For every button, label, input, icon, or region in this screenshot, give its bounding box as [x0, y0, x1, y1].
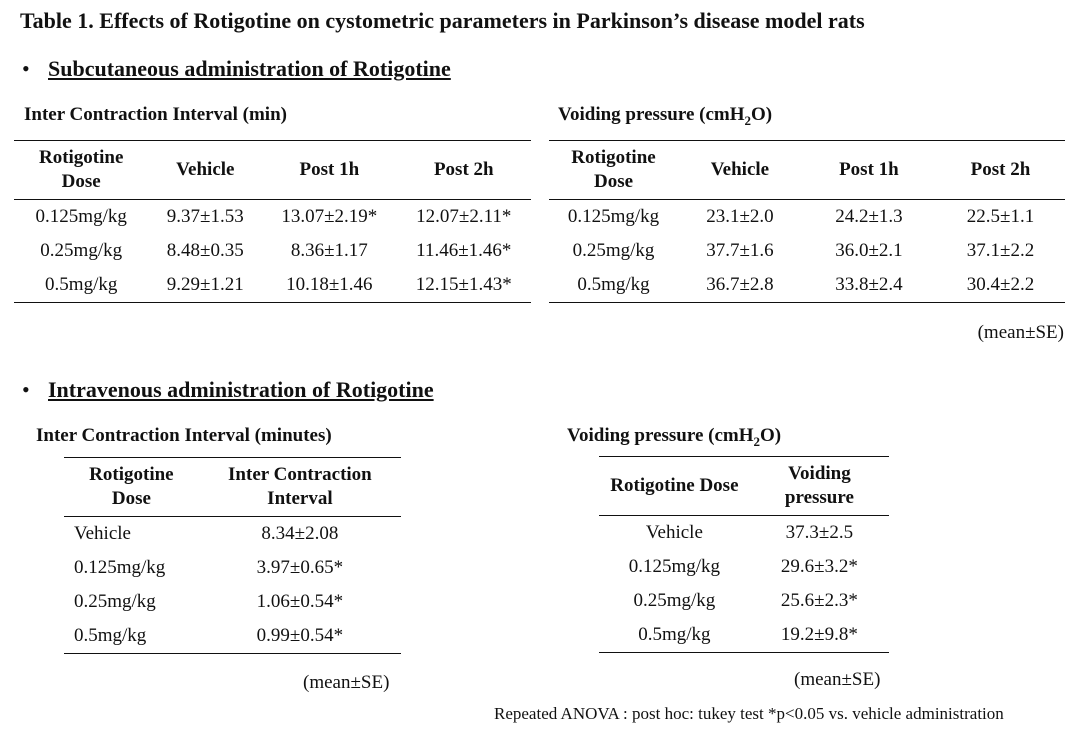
- bullet-icon: •: [22, 56, 30, 81]
- table-row: 0.25mg/kg 8.48±0.35 8.36±1.17 11.46±1.46*: [14, 234, 531, 268]
- table-caption-vp-sc: Voiding pressure (cmH2O): [558, 104, 772, 129]
- value-cell: 37.3±2.5: [785, 522, 854, 543]
- value-cell: 36.7±2.8: [678, 268, 802, 303]
- mean-se-note-sc: (mean±SE): [977, 322, 1064, 343]
- table-header-row: Rotigotine Dose Inter Contraction Interva…: [64, 457, 401, 517]
- row-label-cell: 0.125mg/kg: [628, 556, 721, 577]
- caption-text: Voiding pressure (cmH: [567, 425, 754, 446]
- column-header: Vehicle: [148, 140, 263, 200]
- table-row: 0.5mg/kg 0.99±0.54*: [64, 619, 401, 654]
- value-cell: 24.2±1.3: [835, 206, 903, 227]
- column-header: Vehicle: [678, 140, 802, 200]
- section-heading-subcutaneous: • Subcutaneous administration of Rotigoti…: [22, 56, 451, 82]
- value-cell: 8.36±1.17: [290, 240, 368, 261]
- caption-subscript: 2: [744, 112, 752, 128]
- value-cell: 19.2±9.8*: [749, 618, 889, 653]
- column-header: Post 2h: [935, 140, 1065, 200]
- value-cell: 9.29±1.21: [148, 268, 263, 303]
- table-row: Vehicle 8.34±2.08: [64, 517, 401, 552]
- column-header: Voiding pressure: [749, 456, 889, 516]
- caption-text: Voiding pressure (cmH: [558, 104, 745, 125]
- section-heading-text: Subcutaneous administration of Rotigotin…: [48, 56, 451, 81]
- table-ici-intravenous: Rotigotine Dose Inter Contraction Interva…: [64, 457, 401, 654]
- column-header: Post 2h: [396, 140, 531, 200]
- row-label-cell: 0.125mg/kg: [567, 206, 660, 227]
- table-row: 0.5mg/kg 36.7±2.8 33.8±2.4 30.4±2.2: [549, 268, 1065, 303]
- table-row: 0.125mg/kg 29.6±3.2*: [599, 550, 889, 584]
- table-vp-intravenous: Rotigotine Dose Voiding pressure Vehicle 3…: [599, 456, 889, 653]
- value-cell: 13.07±2.19*: [281, 206, 378, 227]
- table-header-row: Rotigotine Dose Voiding pressure: [599, 456, 889, 516]
- table-row: 0.5mg/kg 19.2±9.8*: [599, 618, 889, 653]
- row-label-cell: 0.25mg/kg: [633, 590, 716, 611]
- table-header-row: Rotigotine Dose Vehicle Post 1h Post 2h: [14, 140, 531, 200]
- row-label-cell: 0.25mg/kg: [40, 240, 123, 261]
- row-label-cell: 0.125mg/kg: [74, 557, 166, 578]
- value-cell: 23.1±2.0: [706, 206, 774, 227]
- value-cell: 29.6±3.2*: [780, 556, 858, 577]
- value-cell: 30.4±2.2: [935, 268, 1065, 303]
- table-row: 0.125mg/kg 23.1±2.0 24.2±1.3 22.5±1.1: [549, 200, 1065, 235]
- column-header: Rotigotine Dose: [549, 140, 678, 200]
- value-cell: 12.15±1.43*: [396, 268, 531, 303]
- row-label-cell: 0.5mg/kg: [14, 268, 149, 303]
- column-header: Rotigotine Dose: [64, 457, 199, 517]
- table-row: 0.125mg/kg 9.37±1.53 13.07±2.19* 12.07±2.11…: [14, 200, 531, 235]
- row-label-cell: 0.5mg/kg: [599, 618, 750, 653]
- table-row: 0.5mg/kg 9.29±1.21 10.18±1.46 12.15±1.43*: [14, 268, 531, 303]
- section-heading-intravenous: • Intravenous administration of Rotigotin…: [22, 377, 434, 403]
- row-label-cell: Vehicle: [74, 523, 131, 544]
- column-header: Inter Contraction Interval: [198, 457, 401, 517]
- statistics-footnote: Repeated ANOVA : post hoc: tukey test *p…: [494, 704, 1004, 723]
- table-row: 0.25mg/kg 1.06±0.54*: [64, 585, 401, 619]
- column-header: Post 1h: [262, 140, 397, 200]
- value-cell: 3.97±0.65*: [256, 557, 344, 578]
- value-cell: 37.1±2.2: [966, 240, 1035, 261]
- table-row: 0.25mg/kg 37.7±1.6 36.0±2.1 37.1±2.2: [549, 234, 1065, 268]
- row-label-cell: 0.25mg/kg: [572, 240, 655, 261]
- table-title: Table 1. Effects of Rotigotine on cystom…: [20, 8, 865, 33]
- table-row: 0.125mg/kg 3.97±0.65*: [64, 551, 401, 585]
- mean-se-note-iv-vp: (mean±SE): [794, 669, 881, 690]
- table-vp-subcutaneous: Rotigotine Dose Vehicle Post 1h Post 2h 0.1…: [549, 140, 1065, 303]
- mean-se-note-iv-ici: (mean±SE): [303, 672, 390, 693]
- caption-text-end: O): [751, 104, 773, 125]
- caption-subscript: 2: [753, 433, 761, 449]
- table-row: Vehicle 37.3±2.5: [599, 516, 889, 551]
- table-caption-vp-iv: Voiding pressure (cmH2O): [567, 425, 781, 450]
- value-cell: 37.7±1.6: [706, 240, 774, 261]
- value-cell: 8.48±0.35: [166, 240, 244, 261]
- bullet-icon: •: [22, 377, 30, 402]
- table-caption-ici-sc: Inter Contraction Interval (min): [24, 104, 287, 125]
- column-header: Rotigotine Dose: [14, 140, 149, 200]
- row-label-cell: 0.5mg/kg: [64, 619, 199, 654]
- value-cell: 9.37±1.53: [166, 206, 244, 227]
- row-label-cell: 0.25mg/kg: [74, 591, 156, 612]
- value-cell: 12.07±2.11*: [416, 206, 512, 227]
- table-ici-subcutaneous: Rotigotine Dose Vehicle Post 1h Post 2h 0.1…: [14, 140, 531, 303]
- column-header: Post 1h: [801, 140, 936, 200]
- value-cell: 33.8±2.4: [801, 268, 936, 303]
- row-label-cell: 0.5mg/kg: [549, 268, 678, 303]
- table-caption-ici-iv: Inter Contraction Interval (minutes): [36, 425, 332, 446]
- table-header-row: Rotigotine Dose Vehicle Post 1h Post 2h: [549, 140, 1065, 200]
- value-cell: 1.06±0.54*: [256, 591, 344, 612]
- column-header: Rotigotine Dose: [599, 456, 750, 516]
- value-cell: 25.6±2.3*: [780, 590, 858, 611]
- section-heading-text: Intravenous administration of Rotigotine: [48, 377, 434, 402]
- value-cell: 22.5±1.1: [966, 206, 1035, 227]
- row-label-cell: 0.125mg/kg: [35, 206, 127, 227]
- value-cell: 11.46±1.46*: [416, 240, 512, 261]
- value-cell: 10.18±1.46: [262, 268, 397, 303]
- table-row: 0.25mg/kg 25.6±2.3*: [599, 584, 889, 618]
- value-cell: 8.34±2.08: [261, 523, 339, 544]
- value-cell: 36.0±2.1: [835, 240, 903, 261]
- value-cell: 0.99±0.54*: [198, 619, 401, 654]
- caption-text-end: O): [760, 425, 782, 446]
- row-label-cell: Vehicle: [645, 522, 703, 543]
